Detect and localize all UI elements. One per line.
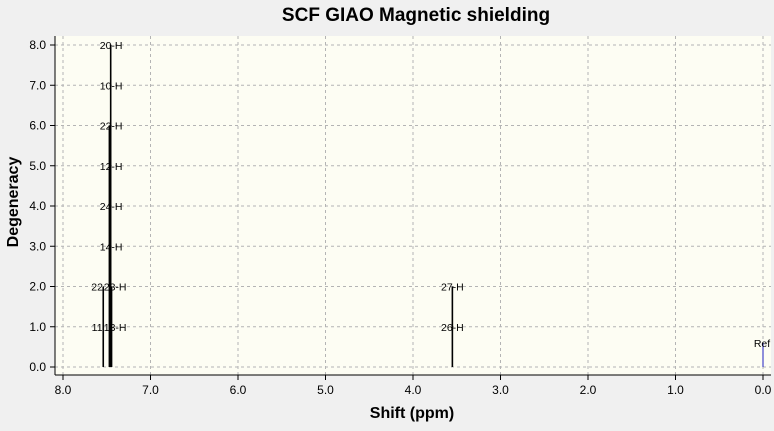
peak-label: Ref	[754, 338, 770, 350]
stick-layer	[102, 45, 764, 367]
peak-label: 10-H	[100, 80, 123, 92]
peak-label: 13-H	[104, 322, 127, 334]
peak-label: 22-H	[100, 121, 123, 133]
label-layer: 11 13-H 22 23-H 14-H 24-H 12-H 22-H 10-H 20-H 26-H…	[91, 40, 770, 350]
peak-label: 26-H	[441, 322, 464, 334]
x-tick-label: 4.0	[405, 383, 422, 397]
x-tick-label: 3.0	[492, 383, 509, 397]
peak-label: 14-H	[100, 241, 123, 253]
grid-layer	[55, 36, 771, 375]
peak-label: 11	[92, 322, 103, 334]
y-axis-title: Degeneracy	[5, 157, 22, 248]
y-tick-label: 3.0	[29, 239, 46, 253]
x-tick-label: 2.0	[580, 383, 597, 397]
y-tick-label: 2.0	[29, 280, 46, 294]
y-tick-label: 1.0	[29, 320, 46, 334]
chart-title: SCF GIAO Magnetic shielding	[282, 5, 550, 26]
x-tick-label: 6.0	[230, 383, 247, 397]
y-tick-label: 6.0	[29, 119, 46, 133]
x-tick-label: 1.0	[667, 383, 684, 397]
y-tick-label: 4.0	[29, 199, 46, 213]
peak-label: 23-H	[104, 282, 127, 294]
y-tick-label: 8.0	[29, 38, 46, 52]
x-tick-label: 5.0	[317, 383, 334, 397]
y-tick-label: 7.0	[29, 78, 46, 92]
peak-label: 22	[91, 282, 103, 294]
x-tick-label: 8.0	[55, 383, 72, 397]
x-axis-title: Shift (ppm)	[370, 405, 454, 422]
y-tick-layer: 0.0 1.0 2.0 3.0 4.0 5.0 6.0 7.0 8.0	[29, 38, 55, 374]
peak-label: 12-H	[100, 161, 123, 173]
peak-label: 20-H	[100, 40, 123, 52]
y-tick-label: 5.0	[29, 159, 46, 173]
x-tick-label: 0.0	[755, 383, 772, 397]
x-tick-label: 7.0	[142, 383, 159, 397]
peak-label: 24-H	[100, 201, 123, 213]
peak-label: 27-H	[441, 282, 464, 294]
y-tick-label: 0.0	[29, 360, 46, 374]
x-tick-layer: 8.0 7.0 6.0 5.0 4.0 3.0 2.0 1.0 0.0	[55, 375, 772, 397]
